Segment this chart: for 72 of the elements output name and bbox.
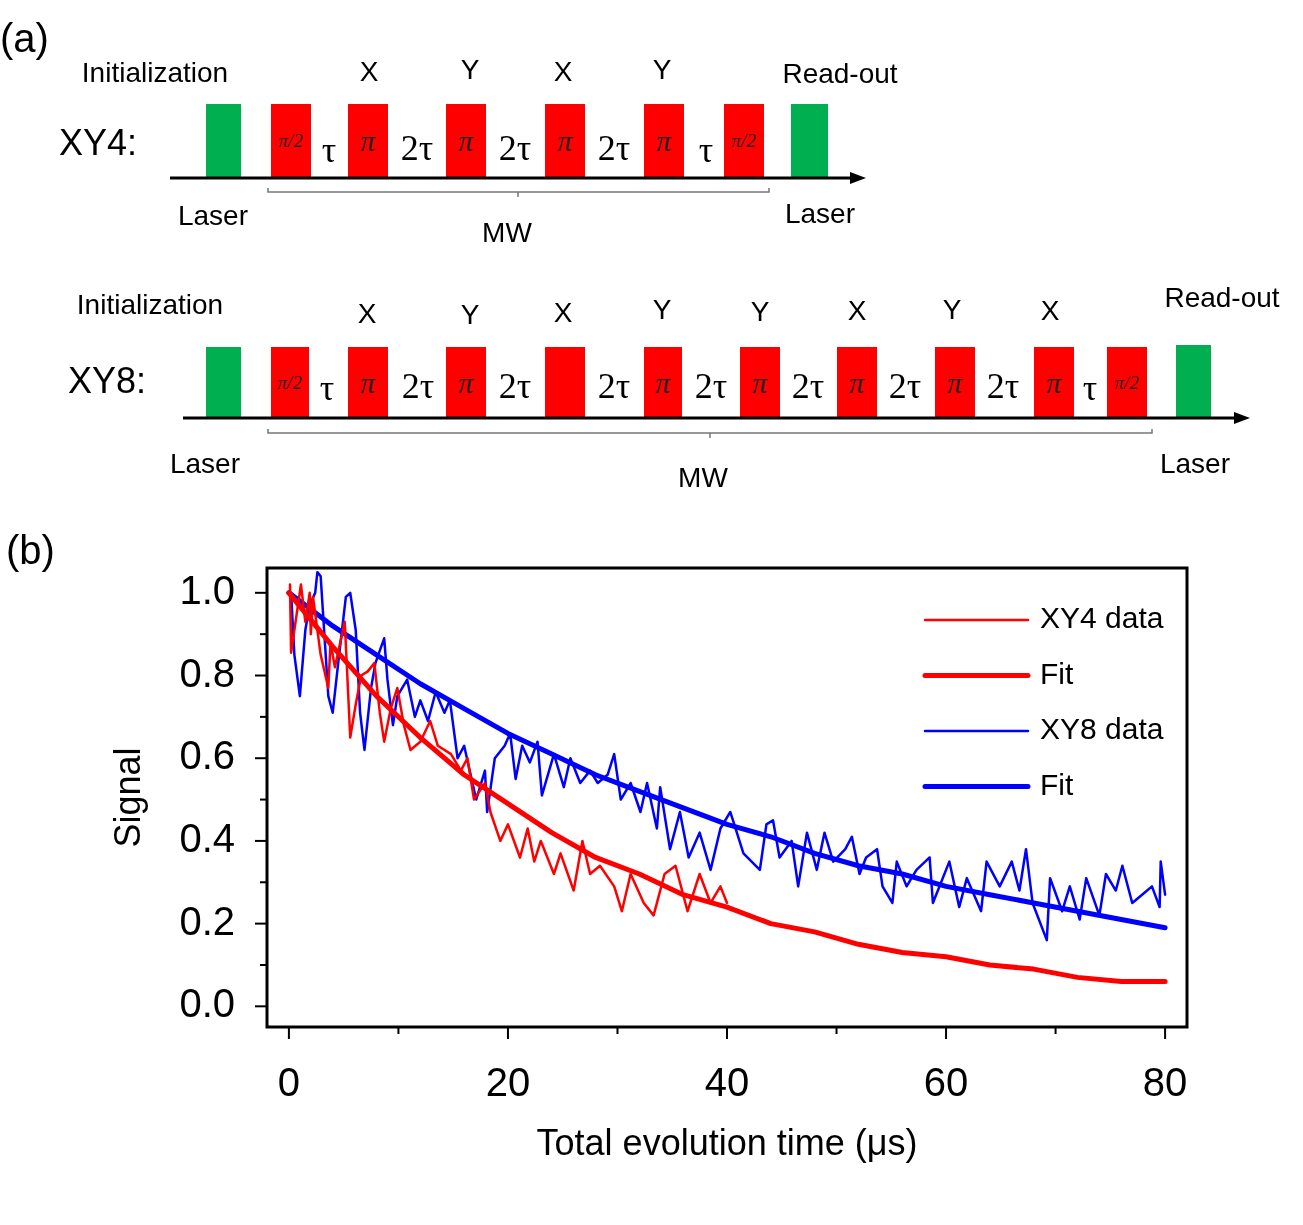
text: Laser (784, 198, 856, 229)
text: X (553, 56, 573, 87)
y-axis-title: Signal (106, 747, 148, 848)
text: MW (482, 217, 532, 248)
text: Y (460, 54, 480, 85)
x-axis-title: Total evolution time (μs) (536, 1121, 918, 1163)
text: (a) (0, 16, 49, 60)
pulse-block: π (935, 347, 975, 418)
pulse-block: π (348, 347, 388, 418)
text: 2τ (400, 128, 434, 168)
text: Y (942, 294, 962, 325)
text: Laser (177, 200, 249, 231)
text: XY4: (58, 122, 138, 163)
text: X (359, 56, 379, 87)
text: 2τ (791, 366, 825, 406)
legend-label: XY8 data (1040, 712, 1164, 746)
pulse-block: π/2 (271, 104, 311, 178)
text: Initialization (76, 289, 224, 320)
text: X (357, 298, 377, 329)
pulse-block: π/2 (724, 104, 764, 178)
text: 2τ (986, 366, 1020, 406)
text: Laser (1159, 448, 1231, 479)
pulse-block: π (446, 347, 486, 418)
y-tick-label: 0.2 (179, 898, 235, 943)
text: Laser (169, 448, 241, 479)
text: X (847, 295, 867, 326)
text: Read-out (1164, 282, 1280, 313)
legend-label: Fit (1040, 767, 1074, 801)
pulse-block: π (740, 347, 780, 418)
pulse-block: π/2 (271, 347, 309, 418)
y-tick-label: 0.4 (179, 815, 235, 860)
pulse-block: π (644, 104, 684, 178)
pulse-block: π (837, 347, 877, 418)
text: τ (1082, 368, 1098, 408)
text: Y (652, 54, 672, 85)
text: XY8: (67, 360, 147, 401)
text: X (553, 297, 573, 328)
text: Y (652, 294, 672, 325)
text: τ (321, 130, 337, 170)
text: Y (460, 299, 480, 330)
pulse-block: π (545, 104, 585, 178)
pulse-block: π (348, 104, 388, 178)
y-tick-label: 0.6 (179, 733, 235, 778)
text: 2τ (498, 128, 532, 168)
text: 2τ (498, 366, 532, 406)
legend-label: XY4 data (1040, 601, 1164, 635)
y-tick-label: 0.0 (179, 981, 235, 1026)
text: MW (678, 462, 728, 493)
x-tick-label: 40 (704, 1060, 750, 1105)
pulse-block: π (644, 347, 682, 418)
x-tick-label: 80 (1142, 1060, 1188, 1105)
text: Y (750, 296, 770, 327)
text: τ (319, 368, 335, 408)
pulse-block: π/2 (1107, 347, 1147, 418)
x-tick-label: 20 (485, 1060, 531, 1105)
pulse-block: π (446, 104, 486, 178)
y-tick-label: 0.8 (179, 650, 235, 695)
chart-title: (b) (6, 528, 55, 572)
text: Read-out (782, 58, 898, 89)
y-tick-label: 1.0 (179, 567, 235, 612)
text: 2τ (597, 366, 631, 406)
text: 2τ (694, 366, 728, 406)
text: X (1040, 295, 1060, 326)
text: 2τ (401, 366, 435, 406)
text: 2τ (888, 366, 922, 406)
text: 2τ (597, 128, 631, 168)
text: τ (698, 130, 714, 170)
x-tick-label: 60 (923, 1060, 969, 1105)
pulse-block: π (1034, 347, 1074, 418)
legend-label: Fit (1040, 656, 1074, 690)
x-tick-label: 0 (277, 1060, 301, 1105)
text: Initialization (81, 57, 229, 88)
